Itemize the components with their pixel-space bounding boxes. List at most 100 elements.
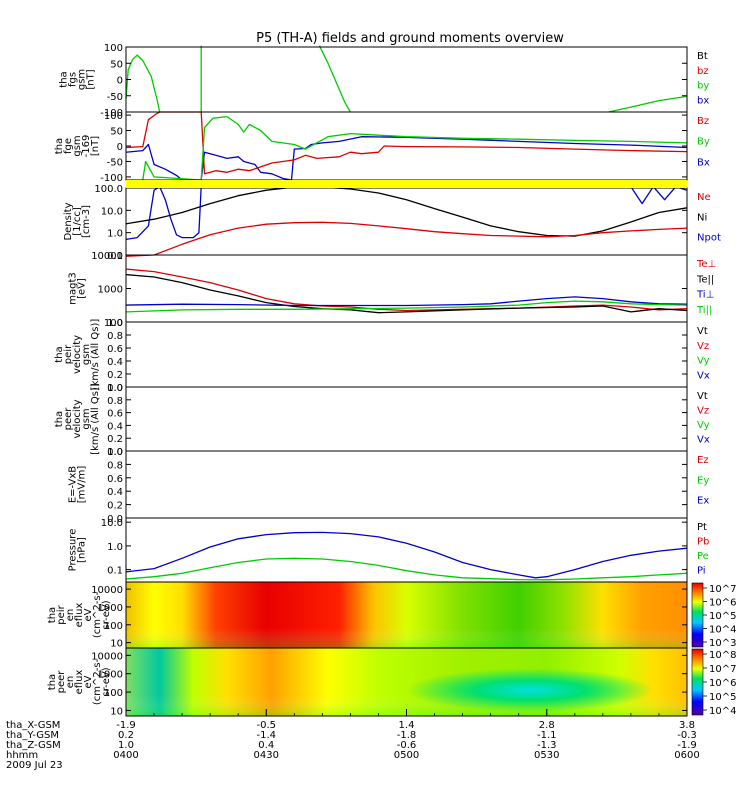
- legend-label: Ne: [697, 192, 711, 203]
- y-tick-label: 100: [104, 111, 123, 122]
- series-line-density-0: [125, 186, 688, 237]
- legend-label: Ex: [697, 496, 709, 507]
- y-axis-label: tha: [59, 71, 70, 87]
- y-axis-label: gsm: [72, 135, 83, 156]
- y-axis-label: fgs: [68, 72, 79, 87]
- y-tick-label: -50: [107, 92, 123, 103]
- y-axis-label: [nT]: [86, 69, 97, 89]
- colorbar-tick-label: 10^7: [709, 584, 736, 595]
- y-axis-label: gsm: [77, 69, 88, 90]
- y-axis-label: tha: [47, 607, 58, 623]
- legend-label: Bz: [697, 116, 709, 127]
- x-tick-label: -1.8: [397, 730, 417, 741]
- legend-label: bx: [697, 95, 709, 106]
- y-tick-label: 10.0: [101, 518, 123, 529]
- y-tick-label: 0: [117, 142, 123, 153]
- y-tick-label: 100: [104, 621, 123, 632]
- series-line-fgs-2: [318, 45, 351, 113]
- spectrogram-shade: [126, 582, 687, 648]
- panel-peir_flux: 10^7 10^6 10^5 10^4 10^3 10000 1000 100 10 thapei…: [47, 581, 736, 650]
- legend-label: Vx: [697, 435, 710, 446]
- x-tick-label: -0.3: [677, 730, 697, 741]
- panel-frame: [125, 46, 688, 113]
- y-axis-label: peir: [63, 344, 74, 364]
- chart-title: P5 (TH-A) fields and ground moments over…: [256, 31, 564, 46]
- y-tick-label: 100: [104, 318, 123, 329]
- y-tick-label: 1000: [98, 285, 123, 296]
- y-tick-label: 10: [110, 639, 123, 650]
- y-axis-label: [mV/m]: [77, 466, 88, 504]
- y-axis-label: fge: [63, 138, 74, 154]
- legend-label: Bx: [697, 157, 710, 168]
- colorbar-tick-label: 10^7: [709, 664, 736, 675]
- y-tick-label: 10: [110, 706, 123, 717]
- panel-peer_vel: Vt Vz Vy Vx 1.0 0.8 0.60.4 0.2 0.0 thapeervelocit…: [54, 383, 710, 458]
- y-axis-label: velocity: [72, 399, 83, 438]
- y-axis-label: E=-VxB: [68, 466, 79, 503]
- legend-label: By: [697, 137, 710, 148]
- series-line-pressure-1: [125, 557, 688, 581]
- y-axis-label: tha: [54, 411, 65, 427]
- colorbar-tick-label: 10^3: [709, 638, 736, 649]
- legend-label: Pb: [697, 537, 709, 548]
- legend-label: Ti⊥: [696, 290, 714, 301]
- y-axis-label: Density: [63, 202, 74, 240]
- series-line-fge-2: [126, 115, 688, 181]
- y-tick-label: 1.0: [107, 318, 123, 329]
- series-line-fgs-3: [608, 95, 688, 113]
- y-axis-label: peer: [56, 670, 67, 694]
- series-line-temp-3: [125, 300, 688, 313]
- y-tick-label: 10000: [91, 651, 123, 662]
- y-axis-label: [1/cc]: [72, 207, 83, 236]
- series-line-pressure-0: [125, 531, 688, 579]
- x-tick-label: 0500: [394, 750, 419, 761]
- y-tick-label: 10000: [91, 251, 123, 262]
- y-axis-label: [nPa]: [77, 537, 88, 563]
- x-row-label: hhmm: [6, 750, 38, 761]
- y-tick-label: 0.8: [107, 396, 123, 407]
- y-axis-label: [cm-3]: [81, 205, 92, 238]
- y-tick-label: 0.4: [107, 421, 123, 432]
- y-axis-label: eflux: [74, 603, 85, 628]
- y-axis-label: gsm: [81, 344, 92, 365]
- colorbar-peir_flux: [691, 582, 704, 648]
- panel-frame: [125, 450, 688, 519]
- y-axis-label: eV: [83, 675, 94, 688]
- x-tick-label: 0.2: [118, 730, 134, 741]
- y-axis-label: peir: [56, 604, 67, 624]
- y-tick-label: 1.0: [107, 229, 123, 240]
- y-tick-label: 1000: [98, 670, 123, 681]
- panel-peir_vel: Vt Vz Vy Vx 1.0 0.8 0.6 0.4 0.2 0.0 thapeirvelocit…: [54, 318, 710, 394]
- panel-efield: Ez Ey Ex 1.0 0.8 0.6 0.4 0.2 0.0 E=-VxB[mV/m]: [68, 447, 710, 525]
- panel-frame: [125, 187, 688, 256]
- series-line-density-1: [125, 221, 688, 257]
- y-axis-label: velocity: [72, 335, 83, 374]
- x-tick-label: 0600: [674, 750, 699, 761]
- y-tick-label: 0.6: [107, 409, 123, 420]
- legend-label: Pe: [697, 551, 709, 562]
- legend-label: Vy: [697, 356, 710, 367]
- y-tick-label: -50: [107, 157, 123, 168]
- panel-peer_flux: 10^8 10^7 10^6 10^5 10^4 10000 1000 100 10 thapee…: [47, 647, 736, 717]
- legend-label: bz: [697, 66, 709, 77]
- y-tick-label: 0.4: [107, 487, 123, 498]
- y-tick-label: 100: [104, 43, 123, 54]
- y-tick-label: 0.1: [107, 251, 123, 262]
- x-tick-label: -0.5: [256, 720, 276, 731]
- series-line-density-2: [125, 186, 688, 241]
- y-tick-label: 0.0: [107, 383, 123, 394]
- y-tick-label: 0.8: [107, 331, 123, 342]
- legend-label: Ez: [697, 455, 709, 466]
- y-tick-label: 100: [104, 688, 123, 699]
- y-axis-label: magt3: [68, 272, 79, 305]
- x-tick-label: -1.9: [677, 740, 697, 751]
- y-tick-label: 1.0: [107, 542, 123, 553]
- y-axis-label: tha: [47, 674, 58, 690]
- colorbar-tick-label: 10^5: [709, 611, 736, 622]
- x-row-label: tha_X-GSM: [6, 720, 60, 731]
- legend-label: Bt: [697, 51, 708, 62]
- y-tick-label: 10000: [91, 585, 123, 596]
- series-line-temp-2: [125, 296, 688, 307]
